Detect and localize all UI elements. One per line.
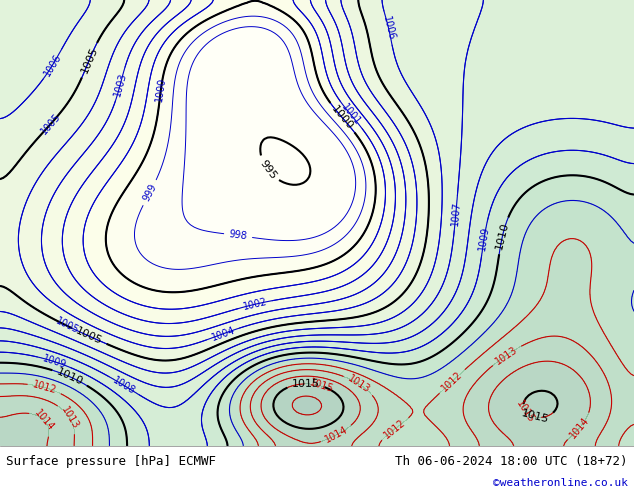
Text: 1012: 1012 <box>32 379 58 396</box>
Text: 1012: 1012 <box>440 369 465 393</box>
Text: 1004: 1004 <box>210 325 236 343</box>
Text: 1013: 1013 <box>346 373 372 395</box>
Text: 1006: 1006 <box>381 15 396 41</box>
Text: 1015: 1015 <box>292 379 320 389</box>
Text: 1002: 1002 <box>242 296 268 312</box>
Text: 998: 998 <box>228 229 248 242</box>
Text: 1014: 1014 <box>323 424 350 445</box>
Text: 1014: 1014 <box>33 408 56 433</box>
Text: 1009: 1009 <box>477 225 491 251</box>
Text: 1001: 1001 <box>339 102 363 127</box>
Text: 1000: 1000 <box>330 104 355 132</box>
Text: 1012: 1012 <box>382 417 408 441</box>
Text: 1010: 1010 <box>495 221 511 250</box>
Text: 995: 995 <box>257 158 278 181</box>
Text: 1008: 1008 <box>111 375 138 396</box>
Text: 1013: 1013 <box>494 344 519 366</box>
Text: 1007: 1007 <box>450 200 462 226</box>
Text: 1000: 1000 <box>154 77 167 102</box>
Text: 1005: 1005 <box>74 326 104 346</box>
Text: 1003: 1003 <box>112 71 129 98</box>
Text: 1005: 1005 <box>79 45 100 75</box>
Text: Surface pressure [hPa] ECMWF: Surface pressure [hPa] ECMWF <box>6 455 216 468</box>
Text: 999: 999 <box>141 182 158 203</box>
Text: 1015: 1015 <box>521 409 550 425</box>
Text: 1015: 1015 <box>515 398 536 424</box>
Text: 1014: 1014 <box>568 415 592 440</box>
Text: 1013: 1013 <box>59 405 81 431</box>
Text: 1006: 1006 <box>42 51 63 77</box>
Text: 1005: 1005 <box>54 316 80 336</box>
Text: ©weatheronline.co.uk: ©weatheronline.co.uk <box>493 478 628 489</box>
Text: 1015: 1015 <box>309 378 335 395</box>
Text: Th 06-06-2024 18:00 UTC (18+72): Th 06-06-2024 18:00 UTC (18+72) <box>395 455 628 468</box>
Text: 1005: 1005 <box>39 111 63 136</box>
Text: 1009: 1009 <box>41 353 67 370</box>
Text: 1010: 1010 <box>55 367 85 387</box>
